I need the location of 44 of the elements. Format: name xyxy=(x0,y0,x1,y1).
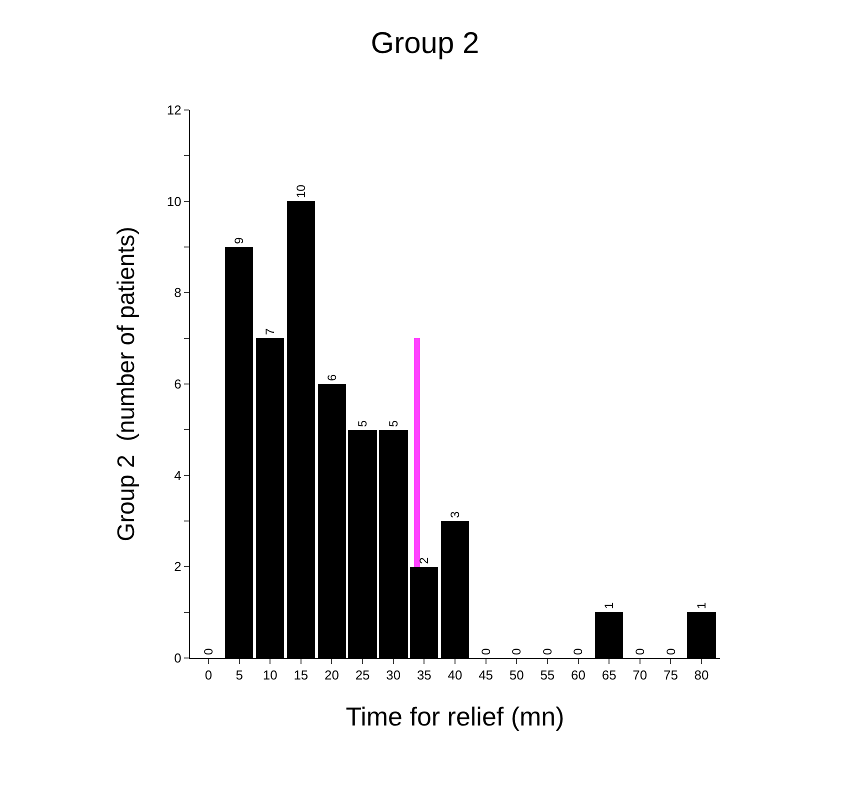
data-label: 6 xyxy=(325,374,339,381)
x-tick-label: 25 xyxy=(355,668,370,683)
data-label: 0 xyxy=(571,648,585,655)
x-tick-label: 5 xyxy=(236,668,243,683)
y-axis-title: Group 2 (number of patients) xyxy=(113,226,140,542)
data-label: 5 xyxy=(356,420,370,427)
x-tick-label: 30 xyxy=(386,668,401,683)
x-tick-label: 80 xyxy=(694,668,709,683)
x-tick-label: 10 xyxy=(262,668,278,683)
x-axis-title: Time for relief (mn) xyxy=(346,701,564,732)
data-label: 0 xyxy=(540,648,554,655)
data-label: 1 xyxy=(694,602,708,609)
data-label: 0 xyxy=(479,648,493,655)
y-tick-label: 6 xyxy=(174,376,182,392)
data-label: 3 xyxy=(448,511,462,518)
data-label: 0 xyxy=(202,648,216,655)
data-label: 0 xyxy=(633,648,647,655)
y-tick-label: 4 xyxy=(174,468,182,483)
x-tick-label: 75 xyxy=(663,668,678,683)
data-label: 7 xyxy=(263,328,277,335)
y-tick-label: 12 xyxy=(166,102,182,118)
x-tick-label: 45 xyxy=(478,668,494,683)
y-tick-label: 2 xyxy=(174,559,182,574)
data-label: 0 xyxy=(510,648,524,655)
x-tick-label: 60 xyxy=(571,668,586,683)
data-label: 2 xyxy=(417,557,431,564)
x-tick-label: 20 xyxy=(324,668,339,683)
y-tick-label: 10 xyxy=(166,194,182,209)
y-tick-label: 0 xyxy=(174,650,182,666)
x-tick-label: 50 xyxy=(509,668,524,683)
x-tick-label: 70 xyxy=(632,668,648,683)
x-tick-label: 15 xyxy=(294,668,308,683)
x-tick-label: 55 xyxy=(540,668,555,683)
x-tick-label: 0 xyxy=(204,668,212,683)
data-label: 10 xyxy=(294,184,308,198)
x-tick-label: 65 xyxy=(602,668,616,683)
data-label: 1 xyxy=(602,602,616,609)
chart-title: Group 2 xyxy=(370,26,480,60)
data-label: 5 xyxy=(386,420,400,427)
y-tick-label: 8 xyxy=(174,285,182,300)
x-tick-label: 35 xyxy=(416,668,432,683)
data-label: 0 xyxy=(664,648,678,655)
data-label: 9 xyxy=(232,237,246,244)
x-tick-label: 40 xyxy=(448,668,462,683)
